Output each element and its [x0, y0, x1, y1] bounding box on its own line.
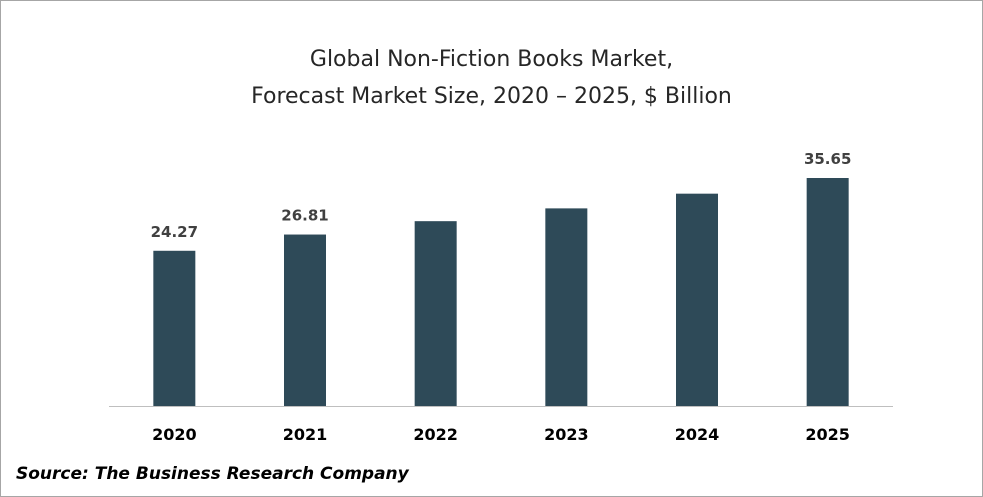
- x-tick-label-2021: 2021: [283, 425, 328, 444]
- data-label-2020: 24.27: [151, 223, 198, 241]
- bar-2022: [414, 221, 457, 406]
- x-tick-label-2024: 2024: [675, 425, 720, 444]
- x-tick-label-2022: 2022: [413, 425, 458, 444]
- bar-2020: [153, 250, 196, 406]
- bar-2023: [545, 208, 588, 406]
- bar-2021: [284, 234, 326, 406]
- chart-title-line-2: Forecast Market Size, 2020 – 2025, $ Bil…: [251, 84, 732, 109]
- source-note: Source: The Business Research Company: [16, 464, 409, 484]
- bar-2024: [676, 193, 718, 406]
- x-tick-label-2023: 2023: [544, 425, 589, 444]
- x-tick-label-2025: 2025: [805, 425, 850, 444]
- chart-title: Global Non-Fiction Books Market, Forecas…: [1, 41, 982, 115]
- data-label-2021: 26.81: [281, 207, 328, 225]
- chart-title-line-1: Global Non-Fiction Books Market,: [309, 47, 674, 72]
- x-tick-label-2020: 2020: [152, 425, 197, 444]
- data-label-2025: 35.65: [804, 150, 851, 168]
- bar-2025: [806, 178, 849, 406]
